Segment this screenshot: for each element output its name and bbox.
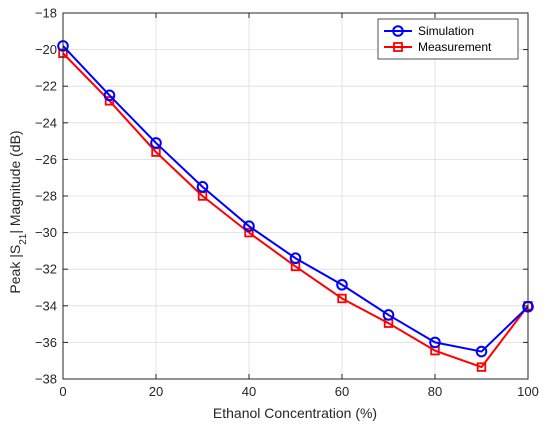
legend-measurement-label: Measurement bbox=[418, 40, 492, 54]
x-tick-label: 100 bbox=[517, 384, 539, 399]
y-tick-label: −34 bbox=[35, 298, 57, 313]
y-tick-label: −28 bbox=[35, 189, 57, 204]
y-tick-label: −24 bbox=[35, 115, 57, 130]
y-axis-label-main: Peak |S bbox=[7, 245, 23, 294]
y-tick-label: −20 bbox=[35, 42, 57, 57]
y-axis-label-subscript: 21 bbox=[18, 233, 29, 245]
legend: Simulation Measurement bbox=[378, 19, 518, 59]
y-tick-label: −36 bbox=[35, 335, 57, 350]
y-axis-label-tail: | Magnitude (dB) bbox=[7, 130, 23, 233]
y-tick-label: −26 bbox=[35, 152, 57, 167]
y-tick-label: −30 bbox=[35, 225, 57, 240]
x-tick-label: 0 bbox=[59, 384, 66, 399]
x-tick-label: 80 bbox=[428, 384, 442, 399]
y-tick-label: −22 bbox=[35, 79, 57, 94]
x-tick-label: 60 bbox=[335, 384, 349, 399]
x-tick-label: 40 bbox=[242, 384, 256, 399]
y-tick-label: −32 bbox=[35, 262, 57, 277]
x-tick-label: 20 bbox=[149, 384, 163, 399]
x-axis-label: Ethanol Concentration (%) bbox=[213, 405, 377, 421]
y-tick-label: −38 bbox=[35, 372, 57, 387]
y-tick-label: −18 bbox=[35, 6, 57, 21]
legend-simulation-label: Simulation bbox=[418, 24, 474, 38]
